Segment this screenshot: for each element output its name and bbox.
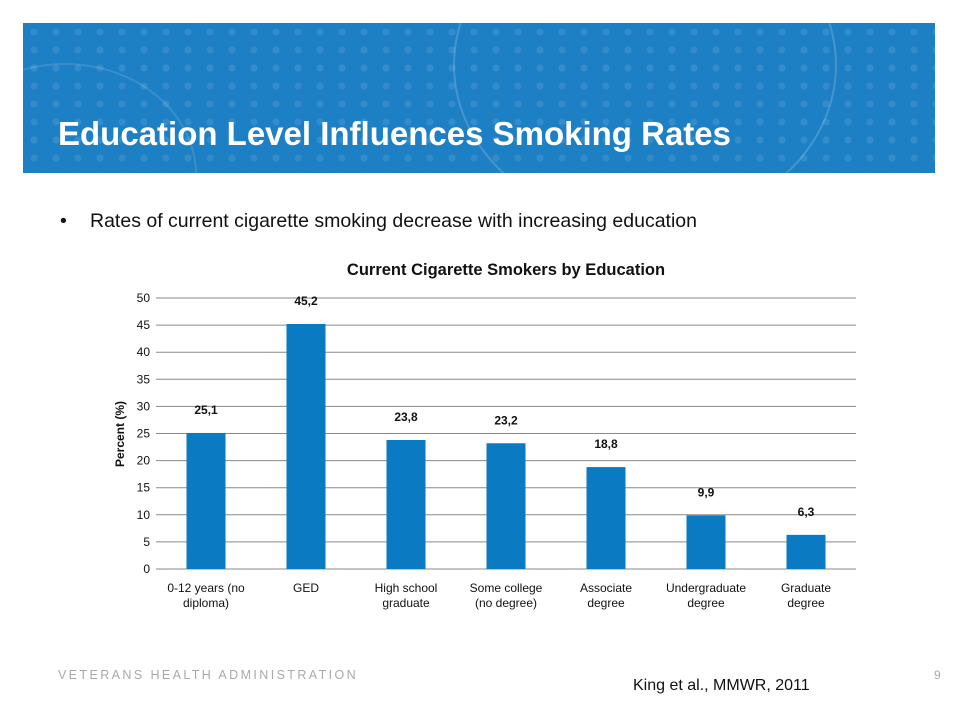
data-label: 25,1 (194, 403, 218, 417)
y-tick-label: 45 (137, 318, 151, 332)
x-tick-label: Graduate (781, 581, 831, 595)
header-banner (23, 23, 935, 173)
footer-label: VETERANS HEALTH ADMINISTRATION (58, 668, 359, 682)
y-tick-label: 50 (137, 291, 151, 305)
citation: King et al., MMWR, 2011 (633, 677, 810, 694)
x-tick-label: Some college (470, 581, 543, 595)
x-tick-label: graduate (382, 596, 430, 610)
x-tick-label: degree (787, 596, 825, 610)
chart-text: Current Cigarette Smokers by Education Pe… (113, 261, 831, 610)
x-tick-label: (no degree) (475, 596, 537, 610)
bullet-dot: • (60, 210, 67, 232)
y-tick-label: 25 (137, 427, 151, 441)
y-tick-label: 40 (137, 345, 151, 359)
bar (586, 467, 626, 569)
page-number: 9 (934, 668, 941, 682)
page-title: Education Level Influences Smoking Rates (58, 115, 732, 152)
bar (486, 443, 526, 569)
y-tick-label: 20 (137, 454, 151, 468)
data-label: 6,3 (798, 505, 815, 519)
bullet-item: • Rates of current cigarette smoking decr… (60, 210, 697, 233)
bar (386, 440, 426, 569)
data-label: 9,9 (698, 485, 715, 499)
x-tick-label: diploma) (183, 596, 229, 610)
y-tick-label: 0 (143, 562, 150, 576)
x-tick-label: GED (293, 581, 319, 595)
chart-title: Current Cigarette Smokers by Education (347, 261, 665, 279)
y-axis-label: Percent (%) (113, 401, 127, 467)
data-label: 23,8 (394, 410, 418, 424)
y-tick-label: 15 (137, 481, 151, 495)
chart-bars (186, 324, 826, 569)
data-label: 23,2 (494, 413, 518, 427)
x-tick-label: Undergraduate (666, 581, 746, 595)
x-tick-label: degree (687, 596, 725, 610)
bar (286, 324, 326, 569)
x-tick-label: High school (375, 581, 438, 595)
bar (186, 432, 226, 569)
bullet-text: Rates of current cigarette smoking decre… (90, 210, 697, 232)
y-tick-label: 5 (143, 535, 150, 549)
y-tick-label: 30 (137, 399, 151, 413)
x-tick-label: 0-12 years (no (167, 581, 245, 595)
data-label: 45,2 (294, 294, 318, 308)
bar (786, 534, 826, 569)
x-tick-label: degree (587, 596, 625, 610)
bar (686, 515, 726, 569)
y-tick-label: 10 (137, 508, 151, 522)
y-tick-label: 35 (137, 372, 151, 386)
data-label: 18,8 (594, 437, 618, 451)
x-tick-label: Associate (580, 581, 632, 595)
